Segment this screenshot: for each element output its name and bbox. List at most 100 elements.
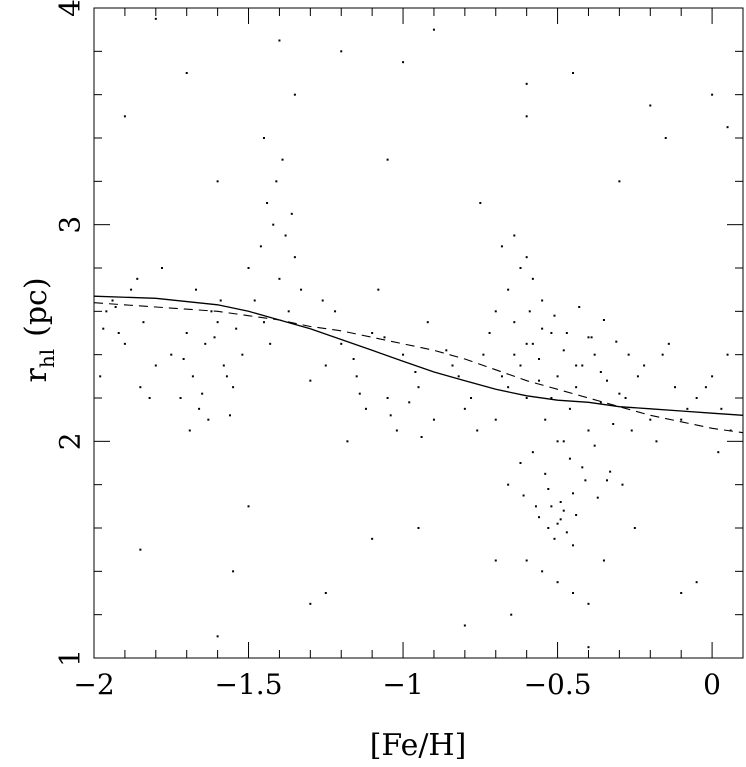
data-point [219, 299, 222, 302]
data-point [139, 548, 142, 551]
data-point [550, 397, 553, 399]
data-point [695, 581, 698, 584]
y-tick-label: 4 [54, 0, 87, 17]
data-point [213, 336, 216, 339]
data-point [420, 436, 423, 438]
data-point [346, 440, 349, 443]
data-point [402, 353, 405, 356]
data-point [572, 544, 575, 547]
axis-ticks [93, 7, 744, 659]
data-point [606, 379, 609, 382]
data-point [661, 353, 664, 356]
data-point [182, 358, 185, 360]
data-point [114, 306, 117, 308]
data-point [507, 386, 510, 389]
data-point [525, 256, 528, 259]
data-point [284, 234, 287, 237]
data-point [680, 592, 683, 594]
data-point [210, 310, 213, 313]
data-point [371, 332, 374, 334]
data-point [482, 353, 485, 356]
data-point [130, 288, 133, 291]
data-point [531, 342, 534, 345]
data-point [544, 472, 547, 475]
data-point [615, 340, 618, 343]
data-point [667, 342, 670, 345]
data-point [704, 386, 707, 389]
data-point [590, 336, 593, 339]
data-point [565, 531, 568, 534]
data-point [507, 288, 510, 291]
data-point [587, 429, 590, 432]
data-point [541, 570, 544, 573]
data-point [726, 353, 729, 356]
y-axis-label: rhl (pc) [19, 277, 59, 382]
data-point [123, 115, 126, 118]
data-point [525, 559, 528, 562]
data-point [513, 234, 516, 237]
data-point [680, 418, 683, 421]
data-point [371, 537, 374, 540]
data-point [334, 310, 337, 313]
data-point [142, 321, 145, 324]
data-point [553, 537, 556, 540]
data-point [538, 358, 541, 360]
data-point [225, 375, 228, 378]
data-point [513, 321, 516, 324]
data-point [522, 494, 525, 497]
data-point [494, 310, 497, 313]
data-point [541, 299, 544, 302]
data-point [568, 407, 571, 410]
data-point [290, 212, 293, 215]
data-point [584, 479, 587, 482]
data-point [179, 397, 182, 399]
data-point [556, 522, 559, 525]
data-point [562, 349, 565, 352]
data-point [538, 516, 541, 519]
data-point [445, 349, 448, 352]
data-point [572, 72, 575, 74]
data-points [99, 17, 732, 649]
data-point [105, 310, 108, 313]
data-point [596, 496, 599, 499]
y-axis-label-main: r [19, 368, 54, 383]
data-point [389, 414, 392, 417]
data-point [170, 353, 173, 356]
data-point [602, 319, 605, 321]
data-point [624, 397, 627, 399]
data-point [494, 418, 497, 421]
data-point [618, 392, 621, 395]
data-point [556, 581, 559, 584]
data-point [139, 386, 142, 389]
data-point [300, 288, 303, 291]
data-point [432, 28, 435, 31]
data-point [358, 392, 361, 395]
data-point [355, 375, 358, 378]
data-point [550, 505, 553, 508]
data-point [207, 418, 210, 421]
data-point [321, 299, 324, 302]
data-point [148, 397, 151, 399]
data-point [627, 353, 630, 356]
data-point [136, 277, 139, 280]
data-point [386, 397, 389, 399]
data-point [293, 93, 296, 96]
data-point [324, 592, 327, 594]
data-point [581, 466, 584, 469]
data-point [216, 180, 219, 183]
x-tick-label: −1.5 [215, 668, 283, 701]
data-point [550, 332, 553, 334]
data-point [525, 342, 528, 345]
data-point [695, 397, 698, 399]
data-point [612, 423, 615, 425]
data-point [247, 505, 250, 508]
data-point [602, 559, 605, 562]
data-point [720, 407, 723, 410]
data-point [649, 418, 652, 421]
x-tick-labels: −2 −1.5 −1 −0.5 0 [73, 668, 721, 701]
x-tick-label: 0 [703, 668, 721, 701]
data-point [309, 602, 312, 605]
data-point [414, 371, 417, 373]
data-point [547, 527, 550, 529]
y-axis-label-subscript: hl [35, 349, 59, 368]
